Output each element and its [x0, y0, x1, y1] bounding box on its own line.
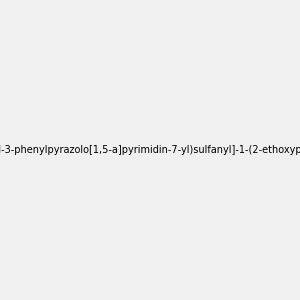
Text: 2-[(2,5-Dimethyl-3-phenylpyrazolo[1,5-a]pyrimidin-7-yl)sulfanyl]-1-(2-ethoxyphen: 2-[(2,5-Dimethyl-3-phenylpyrazolo[1,5-a]…	[0, 145, 300, 155]
